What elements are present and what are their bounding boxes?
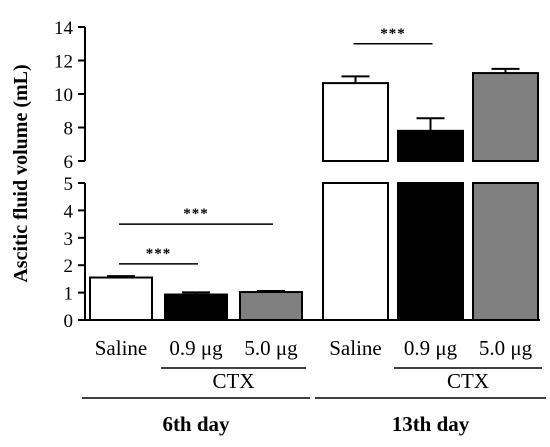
y-tick-label: 1: [64, 284, 74, 305]
ctx-label: CTX: [447, 369, 489, 393]
x-tick-label: 5.0 μg: [479, 336, 533, 360]
bar: [472, 72, 539, 162]
y-tick-label: 0: [64, 311, 74, 332]
y-tick-label: 8: [64, 119, 74, 140]
y-tick-label: 10: [54, 85, 73, 106]
group-title: 6th day: [162, 412, 230, 436]
y-tick-label: 14: [54, 18, 74, 39]
bar: [164, 293, 228, 322]
group-title: 13th day: [392, 412, 470, 436]
bar: [89, 276, 153, 321]
y-tick-label: 4: [64, 201, 74, 222]
axis-break-gap: [315, 163, 545, 181]
bar: [239, 291, 303, 322]
bar-lower-segment: [397, 182, 464, 321]
y-tick-label: 5: [64, 174, 74, 195]
bar: [397, 129, 464, 163]
ctx-label: CTX: [213, 369, 255, 393]
bar-lower-segment: [322, 182, 389, 321]
y-tick-label: 2: [64, 256, 74, 277]
significance-label: ***: [380, 26, 406, 42]
y-axis-title: Ascitic fluid volume (mL): [10, 64, 32, 282]
significance-label: ***: [183, 206, 209, 222]
bar: [322, 82, 389, 162]
bar-lower-segment: [472, 182, 539, 321]
y-tick-label: 3: [64, 229, 74, 250]
y-tick-label: 12: [54, 52, 73, 73]
x-tick-label: 0.9 μg: [404, 336, 458, 360]
x-tick-label: 0.9 μg: [169, 336, 223, 360]
x-tick-label: Saline: [329, 336, 382, 360]
x-tick-label: 5.0 μg: [244, 336, 298, 360]
y-tick-label: 6: [64, 152, 74, 173]
significance-label: ***: [146, 246, 172, 262]
x-tick-label: Saline: [95, 336, 148, 360]
